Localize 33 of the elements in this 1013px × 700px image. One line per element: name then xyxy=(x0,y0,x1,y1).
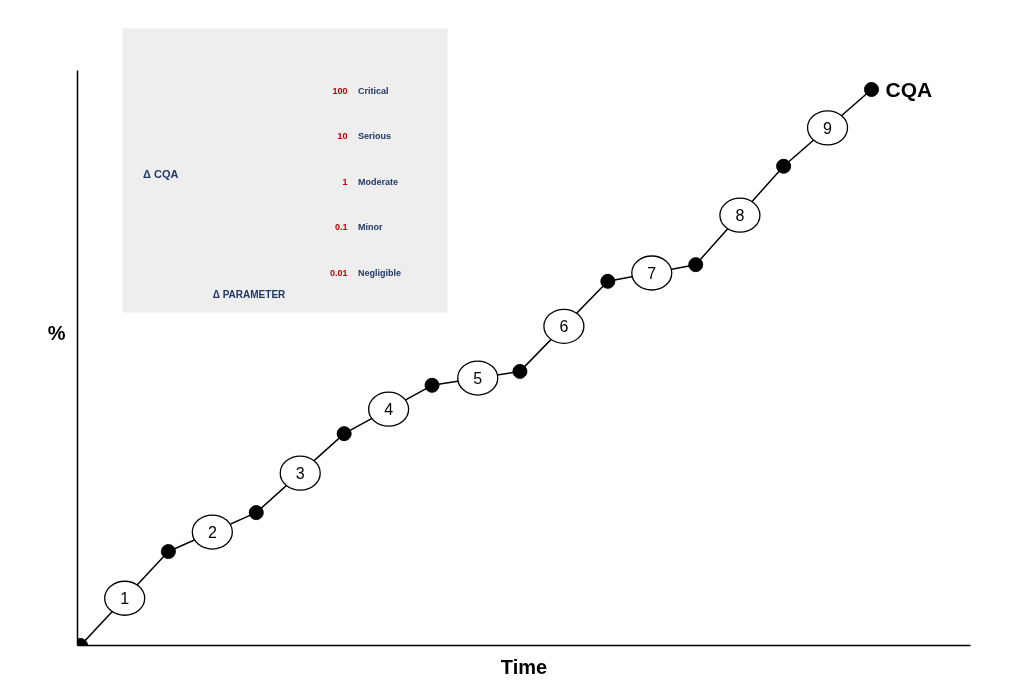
annotation: Critical xyxy=(358,85,389,96)
point xyxy=(336,426,352,442)
annotation: 0.1 xyxy=(334,222,348,233)
annotation: 1 xyxy=(342,176,348,187)
annotation: 0.01 xyxy=(329,267,348,278)
annotation: 10 xyxy=(337,131,348,142)
annotation: Moderate xyxy=(358,176,399,187)
annotation: 4 xyxy=(384,401,394,419)
annotation: Minor xyxy=(358,222,384,233)
point xyxy=(160,544,176,560)
annotation: 3 xyxy=(295,465,305,483)
annotation: 7 xyxy=(647,264,657,282)
x-axis-title: Time xyxy=(500,655,548,678)
point xyxy=(424,377,440,393)
annotation: 100 xyxy=(332,85,348,96)
text: Δ PARAMETER xyxy=(212,289,287,300)
text: Δ CQA xyxy=(143,167,179,180)
series-label: CQA xyxy=(885,78,933,101)
point xyxy=(248,505,264,521)
annotation: 9 xyxy=(823,119,833,137)
annotation: 5 xyxy=(473,370,483,388)
annotation: 8 xyxy=(735,207,745,225)
point xyxy=(776,158,792,174)
point xyxy=(512,363,528,379)
point xyxy=(600,273,616,289)
annotation: 2 xyxy=(207,524,217,542)
y-axis-title: % xyxy=(47,322,66,344)
point xyxy=(688,257,704,273)
point xyxy=(864,82,879,97)
annotation: Negligible xyxy=(358,267,402,278)
annotation: 6 xyxy=(559,318,569,336)
annotation: Serious xyxy=(358,131,392,142)
annotation: 1 xyxy=(120,590,130,608)
